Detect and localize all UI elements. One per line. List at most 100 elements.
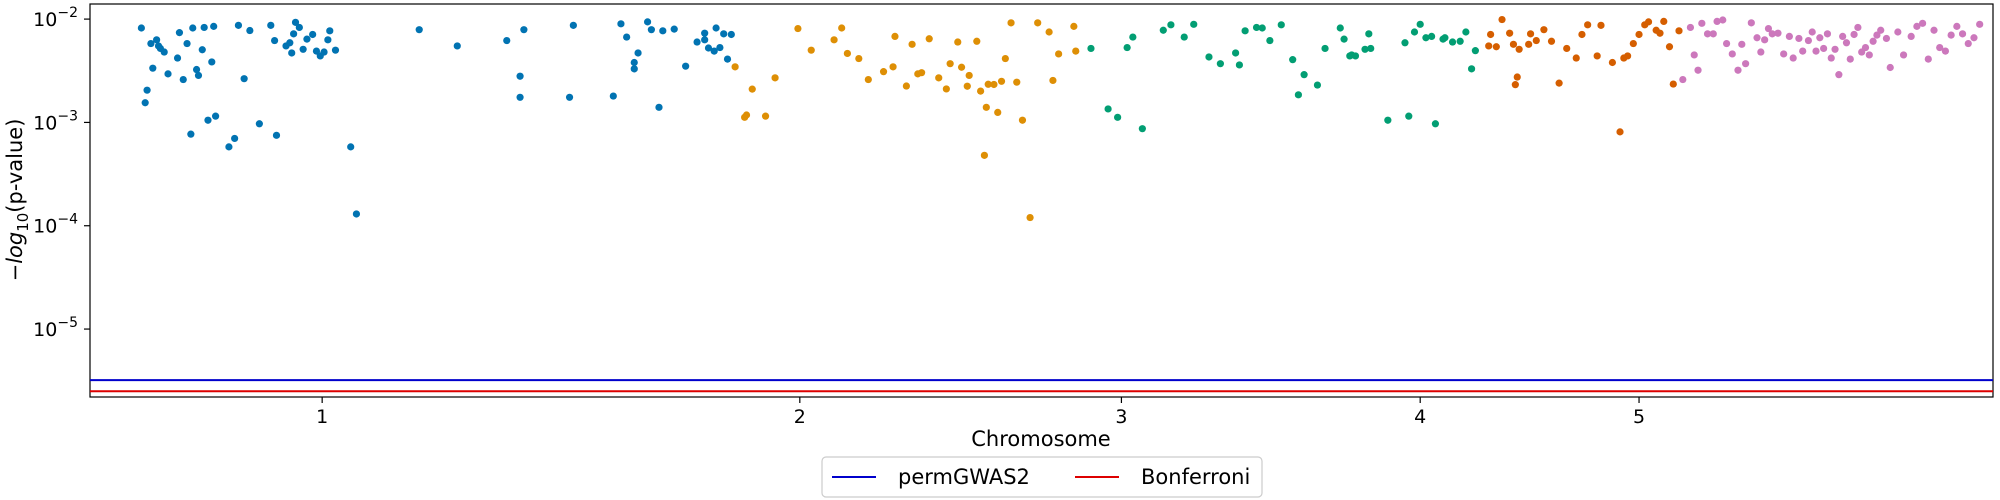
data-point xyxy=(1738,40,1746,48)
data-point xyxy=(1907,32,1915,41)
data-point xyxy=(295,23,303,32)
threshold-lines xyxy=(90,379,1993,393)
legend-box xyxy=(821,456,1263,498)
data-point xyxy=(267,21,275,29)
data-point xyxy=(1340,35,1348,43)
data-point xyxy=(1854,23,1862,32)
data-point xyxy=(200,23,208,32)
data-point xyxy=(1835,71,1843,79)
y-tick-label: 10−3 xyxy=(33,108,78,134)
data-point xyxy=(1953,22,1961,30)
data-point xyxy=(1361,45,1369,53)
data-point xyxy=(1823,30,1832,38)
data-point xyxy=(1572,54,1580,62)
x-tick-label: 5 xyxy=(1633,406,1645,428)
data-point xyxy=(659,27,667,35)
data-point xyxy=(153,36,161,44)
data-point xyxy=(1768,30,1776,38)
data-point xyxy=(925,35,933,43)
data-point xyxy=(889,63,897,71)
data-point xyxy=(516,93,524,101)
data-point xyxy=(204,116,212,124)
data-point xyxy=(1976,20,1984,28)
data-point xyxy=(1401,39,1409,47)
data-point xyxy=(1918,19,1927,27)
legend-label-permgwas2: permGWAS2 xyxy=(898,465,1030,489)
data-point xyxy=(415,26,423,34)
data-point xyxy=(1728,50,1736,58)
data-point xyxy=(1300,71,1308,79)
data-point xyxy=(290,30,298,38)
data-point xyxy=(1487,30,1495,39)
data-point xyxy=(617,20,625,28)
data-point xyxy=(748,85,756,93)
y-axis-label: −log10(p-value) xyxy=(3,119,32,282)
data-point xyxy=(1294,91,1303,99)
data-point xyxy=(1532,36,1540,45)
data-point xyxy=(977,87,985,95)
data-point xyxy=(1509,40,1518,48)
data-point xyxy=(1313,81,1322,89)
data-point xyxy=(855,54,863,63)
data-point xyxy=(957,63,966,71)
data-point xyxy=(712,24,720,32)
data-point xyxy=(1511,81,1519,89)
data-point xyxy=(1498,15,1506,24)
y-axis-label-subscript: 10 xyxy=(14,213,32,232)
data-point xyxy=(288,49,296,57)
data-point xyxy=(1713,17,1721,25)
data-point xyxy=(208,58,216,66)
data-point xyxy=(710,47,718,55)
data-point xyxy=(727,30,735,39)
data-point xyxy=(1026,213,1034,222)
data-point xyxy=(303,35,311,43)
data-point xyxy=(623,33,631,41)
data-point xyxy=(1941,47,1950,55)
data-point xyxy=(1277,21,1285,29)
data-point xyxy=(1321,44,1329,53)
data-point xyxy=(1669,80,1677,88)
data-point xyxy=(1679,75,1687,84)
data-point xyxy=(1624,52,1632,60)
data-point xyxy=(1839,32,1847,41)
data-point xyxy=(143,86,151,94)
data-point xyxy=(246,26,254,35)
data-point xyxy=(1774,29,1782,37)
data-point xyxy=(1742,60,1750,68)
data-point xyxy=(1422,34,1430,42)
data-point xyxy=(286,39,294,47)
data-point xyxy=(1525,40,1533,48)
data-point xyxy=(1947,31,1955,39)
data-point xyxy=(1675,27,1683,35)
data-point xyxy=(1123,43,1131,52)
data-point xyxy=(1336,24,1344,32)
data-point xyxy=(647,26,655,34)
data-point xyxy=(1709,30,1717,38)
data-point xyxy=(994,108,1002,117)
data-point xyxy=(569,21,577,29)
data-point xyxy=(655,103,663,111)
data-point xyxy=(723,55,732,63)
data-point xyxy=(320,48,328,56)
data-point xyxy=(1129,33,1137,41)
data-point xyxy=(1873,31,1881,39)
data-point xyxy=(1578,30,1586,39)
data-point xyxy=(1258,24,1266,32)
data-point xyxy=(1964,39,1972,48)
data-point xyxy=(1232,49,1240,57)
data-point xyxy=(175,29,184,37)
data-point xyxy=(918,69,926,77)
data-point xyxy=(1266,36,1274,45)
data-point xyxy=(231,134,239,143)
data-point xyxy=(1734,66,1742,74)
data-point xyxy=(1555,79,1563,87)
data-point xyxy=(187,130,195,138)
data-point xyxy=(1007,19,1015,27)
data-point xyxy=(1812,47,1820,55)
data-point xyxy=(1013,78,1021,86)
data-point xyxy=(192,65,201,74)
data-point xyxy=(240,75,248,83)
data-point xyxy=(1072,47,1080,55)
data-point xyxy=(1138,125,1146,133)
data-point xyxy=(1958,30,1967,38)
